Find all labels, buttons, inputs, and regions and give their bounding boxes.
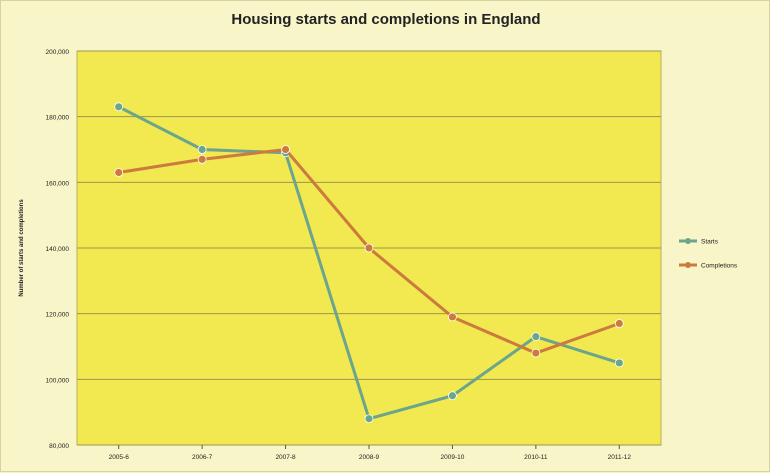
completions-point bbox=[197, 154, 207, 164]
completions-point bbox=[614, 319, 624, 328]
starts-point bbox=[197, 145, 207, 154]
completions-point bbox=[531, 348, 541, 358]
legend-marker-starts bbox=[685, 238, 691, 244]
y-tick-label: 180,000 bbox=[46, 115, 70, 122]
y-tick-label: 80,000 bbox=[49, 443, 69, 450]
starts-point bbox=[364, 414, 374, 424]
y-tick-label: 160,000 bbox=[46, 180, 70, 187]
completions-point bbox=[448, 312, 457, 322]
x-tick-label: 2006-7 bbox=[192, 454, 213, 461]
x-tick-label: 2011-12 bbox=[608, 454, 632, 461]
legend-marker-completions bbox=[685, 262, 691, 268]
y-tick-label: 100,000 bbox=[46, 377, 70, 384]
completions-point bbox=[364, 243, 374, 253]
chart-title: Housing starts and completions in Englan… bbox=[231, 11, 541, 28]
completions-point bbox=[114, 168, 124, 177]
completions-point bbox=[281, 145, 290, 154]
x-tick-label: 2010-11 bbox=[524, 454, 548, 461]
y-tick-label: 200,000 bbox=[46, 49, 70, 56]
x-tick-label: 2007-8 bbox=[275, 454, 296, 461]
x-tick-label: 2005-6 bbox=[109, 454, 130, 461]
y-axis-label: Number of starts and completions bbox=[19, 199, 25, 297]
starts-point bbox=[531, 332, 541, 342]
starts-point bbox=[614, 358, 624, 368]
y-tick-label: 140,000 bbox=[46, 246, 70, 253]
starts-point bbox=[448, 391, 457, 401]
x-tick-label: 2009-10 bbox=[440, 454, 464, 461]
legend-label-starts: Starts bbox=[701, 239, 719, 246]
starts-point bbox=[114, 102, 124, 112]
x-tick-label: 2008-9 bbox=[359, 454, 380, 461]
legend-label-completions: Completions bbox=[701, 263, 738, 270]
y-tick-label: 120,000 bbox=[46, 312, 70, 319]
